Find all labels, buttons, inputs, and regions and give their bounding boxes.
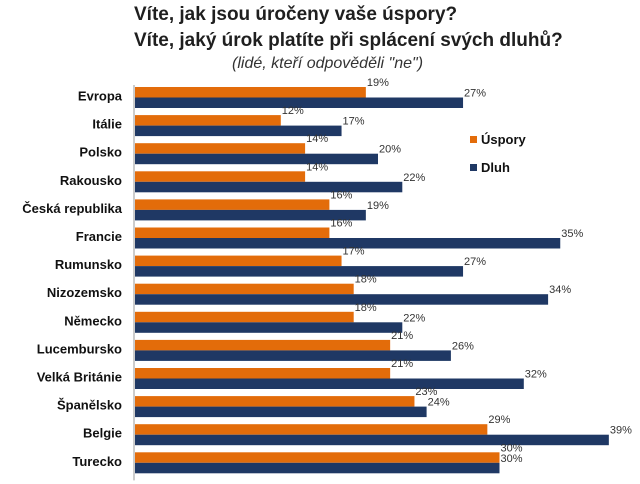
category-label-lucembursko: Lucembursko [37, 341, 122, 356]
category-label-polsko: Polsko [79, 145, 122, 160]
bar-uspory-italie [135, 115, 281, 126]
data-label-dluh-francie: 35% [561, 228, 583, 240]
bar-uspory-nemecko [135, 311, 354, 323]
data-label-uspory-nemecko: 18% [355, 302, 377, 314]
data-label-dluh-spanelsko: 24% [428, 397, 450, 409]
data-label-dluh-ceska-republika: 19% [367, 200, 389, 212]
data-label-uspory-francie: 16% [330, 218, 352, 230]
bar-uspory-nizozemsko [135, 283, 354, 295]
bar-uspory-ceska-republika [135, 199, 330, 210]
bar-dluh-nizozemsko [135, 294, 549, 305]
bar-dluh-rumunsko [135, 266, 464, 277]
data-label-uspory-rakousko: 14% [306, 161, 328, 173]
bar-uspory-evropa [135, 87, 366, 98]
bar-uspory-turecko [135, 452, 500, 463]
bar-dluh-belgie [135, 434, 609, 446]
data-label-dluh-italie: 17% [343, 116, 365, 128]
data-label-uspory-evropa: 19% [367, 77, 389, 89]
category-label-velka-britanie: Velká Británie [37, 370, 122, 385]
bar-dluh-evropa [135, 97, 464, 108]
bar-dluh-ceska-republika [135, 209, 366, 221]
bar-uspory-francie [135, 227, 330, 238]
category-label-francie: Francie [76, 229, 122, 244]
bar-uspory-polsko [135, 143, 306, 154]
data-label-dluh-evropa: 27% [464, 88, 486, 100]
data-label-uspory-italie: 12% [282, 105, 304, 117]
category-label-belgie: Belgie [83, 426, 122, 441]
data-label-dluh-lucembursko: 26% [452, 340, 474, 352]
data-label-dluh-turecko: 30% [500, 453, 522, 465]
bar-dluh-francie [135, 238, 561, 249]
bar-dluh-nemecko [135, 322, 403, 333]
data-label-uspory-turecko: 30% [500, 442, 522, 454]
bar-uspory-rakousko [135, 171, 306, 182]
data-label-dluh-rumunsko: 27% [464, 256, 486, 268]
data-label-uspory-rumunsko: 17% [343, 246, 365, 258]
category-label-nizozemsko: Nizozemsko [47, 285, 122, 300]
legend-label-dluh: Dluh [481, 160, 510, 175]
bar-uspory-lucembursko [135, 339, 391, 351]
data-label-uspory-ceska-republika: 16% [330, 189, 352, 201]
legend-swatch-dluh [470, 164, 477, 171]
chart-title-line-2: Víte, jaký úrok platíte při splácení svý… [134, 30, 563, 51]
data-label-uspory-spanelsko: 23% [415, 386, 437, 398]
category-label-evropa: Evropa [78, 89, 123, 104]
data-label-dluh-belgie: 39% [610, 425, 632, 437]
data-label-dluh-nizozemsko: 34% [549, 284, 571, 296]
bar-dluh-italie [135, 125, 342, 137]
bar-dluh-velka-britanie [135, 378, 524, 389]
bar-dluh-turecko [135, 462, 500, 474]
bar-dluh-lucembursko [135, 350, 451, 361]
bar-dluh-spanelsko [135, 406, 427, 418]
category-label-rakousko: Rakousko [60, 173, 122, 188]
category-label-spanelsko: Španělsko [57, 398, 122, 413]
legend-swatch-uspory [470, 136, 477, 143]
data-label-dluh-velka-britanie: 32% [525, 369, 547, 381]
data-label-uspory-polsko: 14% [306, 133, 328, 145]
data-label-uspory-velka-britanie: 21% [391, 358, 413, 370]
bar-dluh-rakousko [135, 181, 403, 193]
category-label-nemecko: Německo [64, 313, 122, 328]
category-label-italie: Itálie [92, 117, 122, 132]
bar-uspory-belgie [135, 424, 488, 435]
data-label-uspory-lucembursko: 21% [391, 330, 413, 342]
bar-uspory-velka-britanie [135, 368, 391, 379]
data-label-dluh-rakousko: 22% [403, 172, 425, 184]
chart-title-line-1: Víte, jak jsou úročeny vaše úspory? [134, 4, 458, 25]
data-label-uspory-nizozemsko: 18% [355, 274, 377, 286]
category-label-ceska-republika: Česká republika [22, 201, 122, 216]
category-label-rumunsko: Rumunsko [55, 257, 122, 272]
bar-dluh-polsko [135, 153, 378, 165]
legend-label-uspory: Úspory [481, 132, 527, 147]
category-label-turecko: Turecko [72, 454, 122, 469]
bar-uspory-rumunsko [135, 255, 342, 267]
bar-uspory-spanelsko [135, 396, 415, 407]
data-label-dluh-nemecko: 22% [403, 312, 425, 324]
data-label-dluh-polsko: 20% [379, 144, 401, 156]
data-label-uspory-belgie: 29% [488, 414, 510, 426]
chart-subtitle: (lidé, kteří odpověděli "ne") [232, 55, 424, 72]
